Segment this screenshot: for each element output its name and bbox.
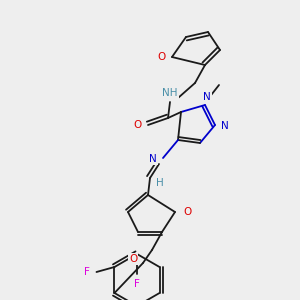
Text: O: O: [183, 207, 191, 217]
Text: H: H: [156, 178, 164, 188]
Text: NH: NH: [162, 88, 178, 98]
Text: O: O: [129, 254, 137, 264]
Text: N: N: [203, 92, 211, 102]
Text: O: O: [158, 52, 166, 62]
Text: O: O: [134, 120, 142, 130]
Text: N: N: [149, 154, 157, 164]
Text: N: N: [221, 121, 229, 131]
Text: F: F: [134, 279, 140, 289]
Text: F: F: [83, 267, 89, 277]
